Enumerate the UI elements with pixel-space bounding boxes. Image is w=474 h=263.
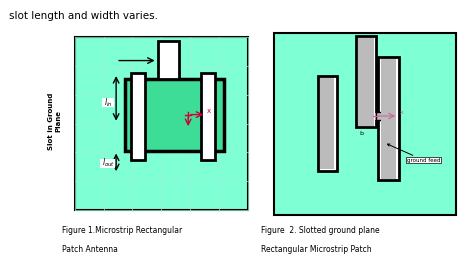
Bar [201,73,215,160]
Bar [320,78,334,169]
Text: Rectangular Microstrip Patch: Rectangular Microstrip Patch [261,245,371,254]
Bar [376,112,392,120]
Text: Figure  2. Slotted ground plane: Figure 2. Slotted ground plane [261,226,379,235]
Bar [358,38,374,125]
Bar [378,57,399,180]
Text: Patch Antenna: Patch Antenna [62,245,118,254]
Text: ground feed: ground feed [387,144,440,163]
Bar [381,59,396,179]
Text: slot length and width varies.: slot length and width varies. [9,11,158,21]
Bar [318,76,337,171]
Bar [130,73,145,160]
Bar [102,98,114,107]
Bar [125,79,224,151]
Bar [356,36,376,127]
Text: $l_{out}$: $l_{out}$ [101,157,115,169]
Text: b: b [359,131,363,136]
Text: $l_{in}$: $l_{in}$ [104,97,112,109]
Text: x: x [207,108,211,114]
Text: x: x [400,110,404,115]
Text: Figure 1.Microstrip Rectangular: Figure 1.Microstrip Rectangular [62,226,182,235]
Bar [157,41,179,79]
Text: Slot in Ground
Plane: Slot in Ground Plane [48,92,61,150]
Bar [100,159,115,168]
